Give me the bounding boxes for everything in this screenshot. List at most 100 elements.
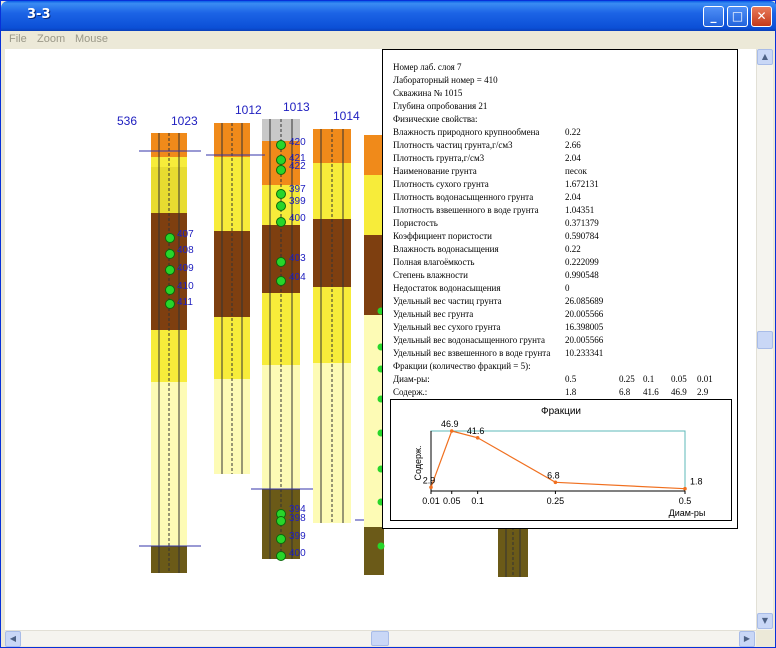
property-name: Влажность водонасыщения <box>393 244 499 254</box>
sample-info-panel: Номер лаб. слоя 7 Лабораторный номер = 4… <box>382 49 738 529</box>
menu-mouse[interactable]: Mouse <box>75 33 109 45</box>
borehole-column-1023 <box>139 133 201 573</box>
property-value: 20.005566 <box>565 309 604 319</box>
size-grip[interactable] <box>756 630 773 646</box>
property-value: 20.005566 <box>565 335 604 345</box>
data-point <box>475 435 480 440</box>
diam-value: 0.25 <box>619 374 635 384</box>
property-value: 2.66 <box>565 140 581 150</box>
property-name: Плотность сухого грунта <box>393 179 489 189</box>
sample-label: 403 <box>289 253 306 264</box>
diam-value: 0.5 <box>565 374 577 384</box>
vertical-scrollbar[interactable]: ▲ ▼ <box>756 49 773 630</box>
data-point <box>449 429 454 433</box>
close-button[interactable]: ✕ <box>751 6 772 27</box>
maximize-button[interactable]: □ <box>727 6 748 27</box>
chart-ylabel: Содерж. <box>413 445 423 480</box>
x-tick-label: 0.05 <box>443 496 461 506</box>
property-name: Недостаток водонасыщения <box>393 283 501 293</box>
sample-label: 422 <box>289 161 306 172</box>
diam-value: 0.01 <box>697 374 713 384</box>
sample-label: 407 <box>177 229 194 240</box>
menu-zoom[interactable]: Zoom <box>37 33 66 45</box>
sample-label: 420 <box>289 137 306 148</box>
window-title: 3-3 <box>27 7 51 22</box>
property-value: 1.04351 <box>565 205 595 215</box>
horizontal-scroll-thumb[interactable] <box>371 631 389 646</box>
menu-bar: File Zoom Mouse <box>5 31 773 49</box>
data-label: 6.8 <box>547 470 560 480</box>
horizontal-scrollbar[interactable]: ◀ ▶ <box>5 630 756 647</box>
minimize-button[interactable]: _ <box>703 6 724 27</box>
data-label: 46.9 <box>441 419 459 429</box>
info-header-line: Скважина № 1015 <box>393 88 463 98</box>
property-value: 0.22 <box>565 244 581 254</box>
sample-label: 399 <box>289 196 306 207</box>
property-name: Коэффициент пористости <box>393 231 492 241</box>
borehole-column-hidden <box>364 135 385 575</box>
scroll-up-button[interactable]: ▲ <box>757 49 773 65</box>
info-header-line: Глубина опробования 21 <box>393 101 488 111</box>
x-tick-label: 0.25 <box>547 496 565 506</box>
diam-label: Диам-ры: <box>393 374 430 384</box>
borehole-column-partial <box>498 527 528 577</box>
section-canvas[interactable]: 536 1023 1012 1013 1014 <box>5 49 756 630</box>
property-value: 16.398005 <box>565 322 604 332</box>
x-tick-label: 0.1 <box>471 496 484 506</box>
borehole-label-1012: 1012 <box>235 103 262 117</box>
scroll-left-button[interactable]: ◀ <box>5 631 21 647</box>
property-name: Плотность водонасыщенного грунта <box>393 192 534 202</box>
diam-value: 0.05 <box>671 374 687 384</box>
info-header-line: Номер лаб. слоя 7 <box>393 62 462 72</box>
menu-file[interactable]: File <box>9 33 27 45</box>
sample-label: 394 <box>289 504 306 515</box>
data-label: 41.6 <box>467 426 485 436</box>
property-value: 2.04 <box>565 153 581 163</box>
content-value: 1.8 <box>565 387 577 397</box>
sample-label: 399 <box>289 531 306 542</box>
property-value: 0.990548 <box>565 270 599 280</box>
property-name: Плотность грунта,г/см3 <box>393 153 485 163</box>
sample-markers-1023: 407 408 409 410 411 <box>165 229 194 309</box>
content-value: 41.6 <box>643 387 659 397</box>
diam-value: 0.1 <box>643 374 655 384</box>
content-label: Содерж.: <box>393 387 428 397</box>
fractions-chart: Фракции Содерж. Диам-ры 2.9 46.9 41.6 6.8 1.… <box>390 399 732 521</box>
sample-label: 410 <box>177 281 194 292</box>
property-value: 10.233341 <box>565 348 604 358</box>
borehole-label-1013: 1013 <box>283 100 310 114</box>
sample-label: 411 <box>177 297 193 308</box>
sample-label: 404 <box>289 272 306 283</box>
sample-label: 397 <box>289 184 306 195</box>
chart-xlabel: Диам-ры <box>669 508 706 518</box>
content-value: 6.8 <box>619 387 631 397</box>
borehole-column-1012 <box>214 123 250 474</box>
vertical-scroll-thumb[interactable] <box>757 331 773 349</box>
title-bar[interactable]: 3-3 _ □ ✕ <box>1 1 776 31</box>
property-name: Пористость <box>393 218 438 228</box>
scroll-down-button[interactable]: ▼ <box>757 613 773 629</box>
borehole-label-1023: 1023 <box>171 114 198 128</box>
x-tick-label: 0.01 <box>422 496 440 506</box>
info-header-line: Лабораторный номер = 410 <box>393 75 498 85</box>
content-value: 2.9 <box>697 387 709 397</box>
property-name: Удельный вес водонасыщенного грунта <box>393 335 545 345</box>
property-name: Полная влагоёмкость <box>393 257 475 267</box>
content-value: 46.9 <box>671 387 687 397</box>
chart-title: Фракции <box>541 406 581 417</box>
property-name: Удельный вес сухого грунта <box>393 322 501 332</box>
fractions-line: Фракции (количество фракций = 5): <box>393 361 531 371</box>
property-value: 26.085689 <box>565 296 604 306</box>
x-tick-label: 0.5 <box>679 496 692 506</box>
sample-label: 421 <box>289 153 306 164</box>
borehole-label-1014: 1014 <box>333 109 360 123</box>
scroll-right-button[interactable]: ▶ <box>739 631 755 647</box>
data-point <box>553 480 558 485</box>
sample-markers-1013: 420 421 422 397 399 400 403 404 394 398 … <box>276 137 306 561</box>
property-name: Влажность природного крупнообмена <box>393 127 540 137</box>
data-label: 2.9 <box>423 475 436 485</box>
property-value: 0 <box>565 283 570 293</box>
sample-label: 400 <box>289 548 306 559</box>
property-name: Удельный вес грунта <box>393 309 474 319</box>
